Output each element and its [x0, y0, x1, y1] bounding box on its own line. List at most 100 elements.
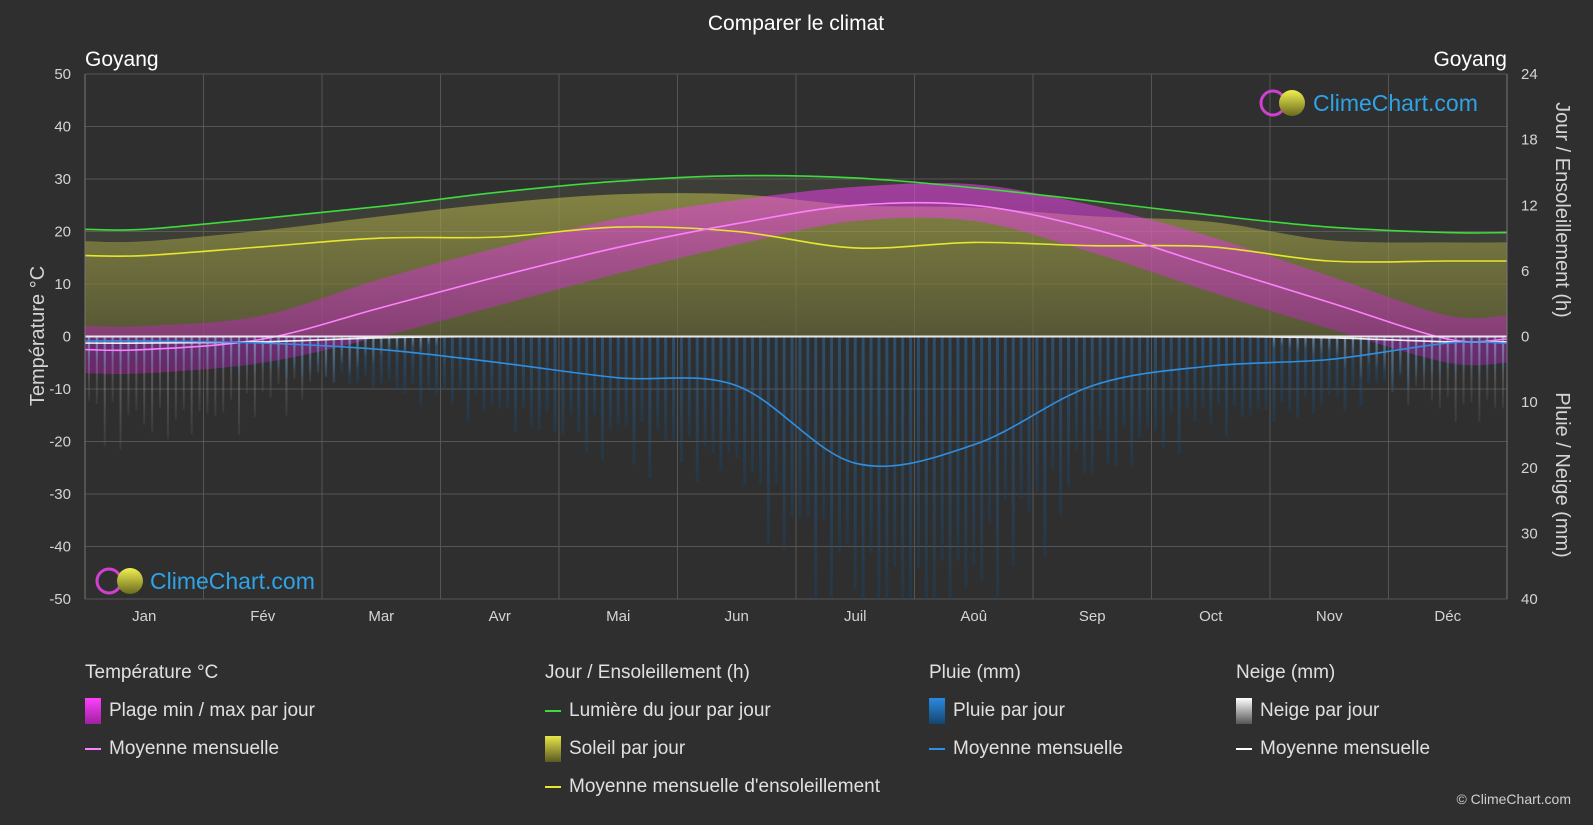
rain-bar	[1288, 336, 1292, 411]
rain-bar	[1240, 336, 1244, 418]
legend-label: Pluie par jour	[953, 700, 1065, 721]
snow-bar	[1494, 336, 1497, 409]
rain-bar	[980, 336, 984, 581]
snow-bar	[182, 336, 185, 411]
rain-bar	[1311, 336, 1315, 414]
legend-item: Lumière du jour par jour	[545, 700, 880, 722]
rain-bar	[1153, 336, 1157, 431]
legend-label: Moyenne mensuelle	[953, 738, 1124, 759]
y-tick-right-precip: 30	[1521, 525, 1538, 542]
rain-bar	[672, 336, 676, 442]
rain-bar	[909, 336, 913, 599]
legend-snow: Neige (mm) Neige par jour Moyenne mensue…	[1236, 662, 1430, 776]
rain-bar	[1027, 336, 1031, 512]
rain-bar	[687, 336, 691, 437]
rain-bar	[1327, 336, 1331, 395]
snow-bar	[1375, 336, 1378, 367]
rain-bar	[1280, 336, 1284, 403]
snow-bar	[1462, 336, 1465, 405]
x-tick-month: Aoû	[960, 608, 987, 625]
rain-bar	[506, 336, 510, 408]
snow-bar	[419, 336, 422, 352]
swatch-rain-mean	[929, 748, 945, 750]
legend-label: Plage min / max par jour	[109, 700, 315, 721]
x-tick-month: Jan	[132, 608, 156, 625]
rain-bar	[411, 336, 415, 385]
rain-bar	[514, 336, 518, 432]
x-tick-month: Fév	[250, 608, 276, 625]
rain-bar	[632, 336, 636, 465]
y-tick-left: 30	[54, 171, 71, 188]
rain-bar	[758, 336, 762, 484]
y-tick-right-hours: 12	[1521, 197, 1538, 214]
snow-bar	[1272, 336, 1275, 348]
rain-bar	[735, 336, 739, 459]
x-tick-month: Jun	[725, 608, 749, 625]
y-tick-right-hours: 18	[1521, 132, 1538, 149]
rain-bar	[1169, 336, 1173, 415]
snow-bar	[1351, 336, 1354, 358]
rain-bar	[1256, 336, 1260, 410]
y-axis-right-top-title: Jour / Ensoleillement (h)	[1551, 102, 1573, 318]
rain-bar	[948, 336, 952, 599]
rain-bar	[1217, 336, 1221, 406]
snow-bar	[190, 336, 193, 435]
rain-bar	[1130, 336, 1134, 468]
rain-bar	[521, 336, 525, 408]
rain-bar	[751, 336, 755, 473]
rain-bar	[1177, 336, 1181, 455]
rain-bar	[1272, 336, 1276, 423]
snow-bar	[340, 336, 343, 363]
snow-bar	[1502, 336, 1505, 409]
snow-bar	[1415, 336, 1418, 387]
legend-item: Soleil par jour	[545, 736, 880, 762]
snow-bar	[388, 336, 391, 351]
rain-bar	[679, 336, 683, 463]
legend-item: Neige par jour	[1236, 698, 1430, 724]
logo-text: ClimeChart.com	[1313, 90, 1478, 116]
swatch-daylight	[545, 710, 561, 712]
legend-item: Moyenne mensuelle	[929, 738, 1123, 760]
logo-sun-icon	[117, 568, 143, 594]
rain-bar	[1264, 336, 1268, 410]
y-tick-left: 10	[54, 276, 71, 293]
swatch-snow-mean	[1236, 748, 1252, 750]
rain-bar	[877, 336, 881, 599]
rain-bar	[964, 336, 968, 588]
legend-title: Jour / Ensoleillement (h)	[545, 662, 750, 683]
legend-sunshine: Jour / Ensoleillement (h) Lumière du jou…	[545, 662, 880, 814]
snow-bar	[1470, 336, 1473, 403]
rain-bar	[537, 336, 541, 430]
rain-bar	[1248, 336, 1252, 416]
rain-bar	[561, 336, 565, 435]
snow-bar	[301, 336, 304, 400]
y-tick-right-precip: 40	[1521, 591, 1538, 608]
rain-bar	[395, 336, 399, 389]
x-tick-month: Déc	[1434, 608, 1461, 625]
rain-bar	[790, 336, 794, 518]
rain-bar	[656, 336, 660, 430]
legend-temperature: Température °C Plage min / max par jour …	[85, 662, 315, 776]
rain-bar	[419, 336, 423, 405]
y-tick-left: 0	[63, 329, 71, 346]
snow-bar	[396, 336, 399, 353]
copyright: © ClimeChart.com	[1456, 791, 1571, 807]
axes: 50 40 30 20 10 0 -10 -20 -30 -40 -50 24 18 12 6 0 10 20 30…	[49, 66, 1537, 625]
snow-bar	[427, 336, 430, 346]
rain-bar	[1011, 336, 1015, 567]
snow-bar	[151, 336, 154, 433]
snow-bar	[1296, 336, 1299, 353]
legend-rain: Pluie (mm) Pluie par jour Moyenne mensue…	[929, 662, 1123, 776]
snow-bar	[230, 336, 233, 401]
snow-bar	[1344, 336, 1347, 368]
snow-bar	[317, 336, 320, 373]
rain-bar	[1161, 336, 1165, 448]
snow-bar	[1312, 336, 1315, 354]
snow-bar	[1407, 336, 1410, 406]
logo-text: ClimeChart.com	[150, 568, 315, 594]
sunshine-mean-line	[84, 226, 1507, 263]
x-tick-month: Mai	[606, 608, 630, 625]
rain-bar	[1035, 336, 1039, 492]
rain-bar	[648, 336, 652, 478]
rain-bar	[1343, 336, 1347, 412]
